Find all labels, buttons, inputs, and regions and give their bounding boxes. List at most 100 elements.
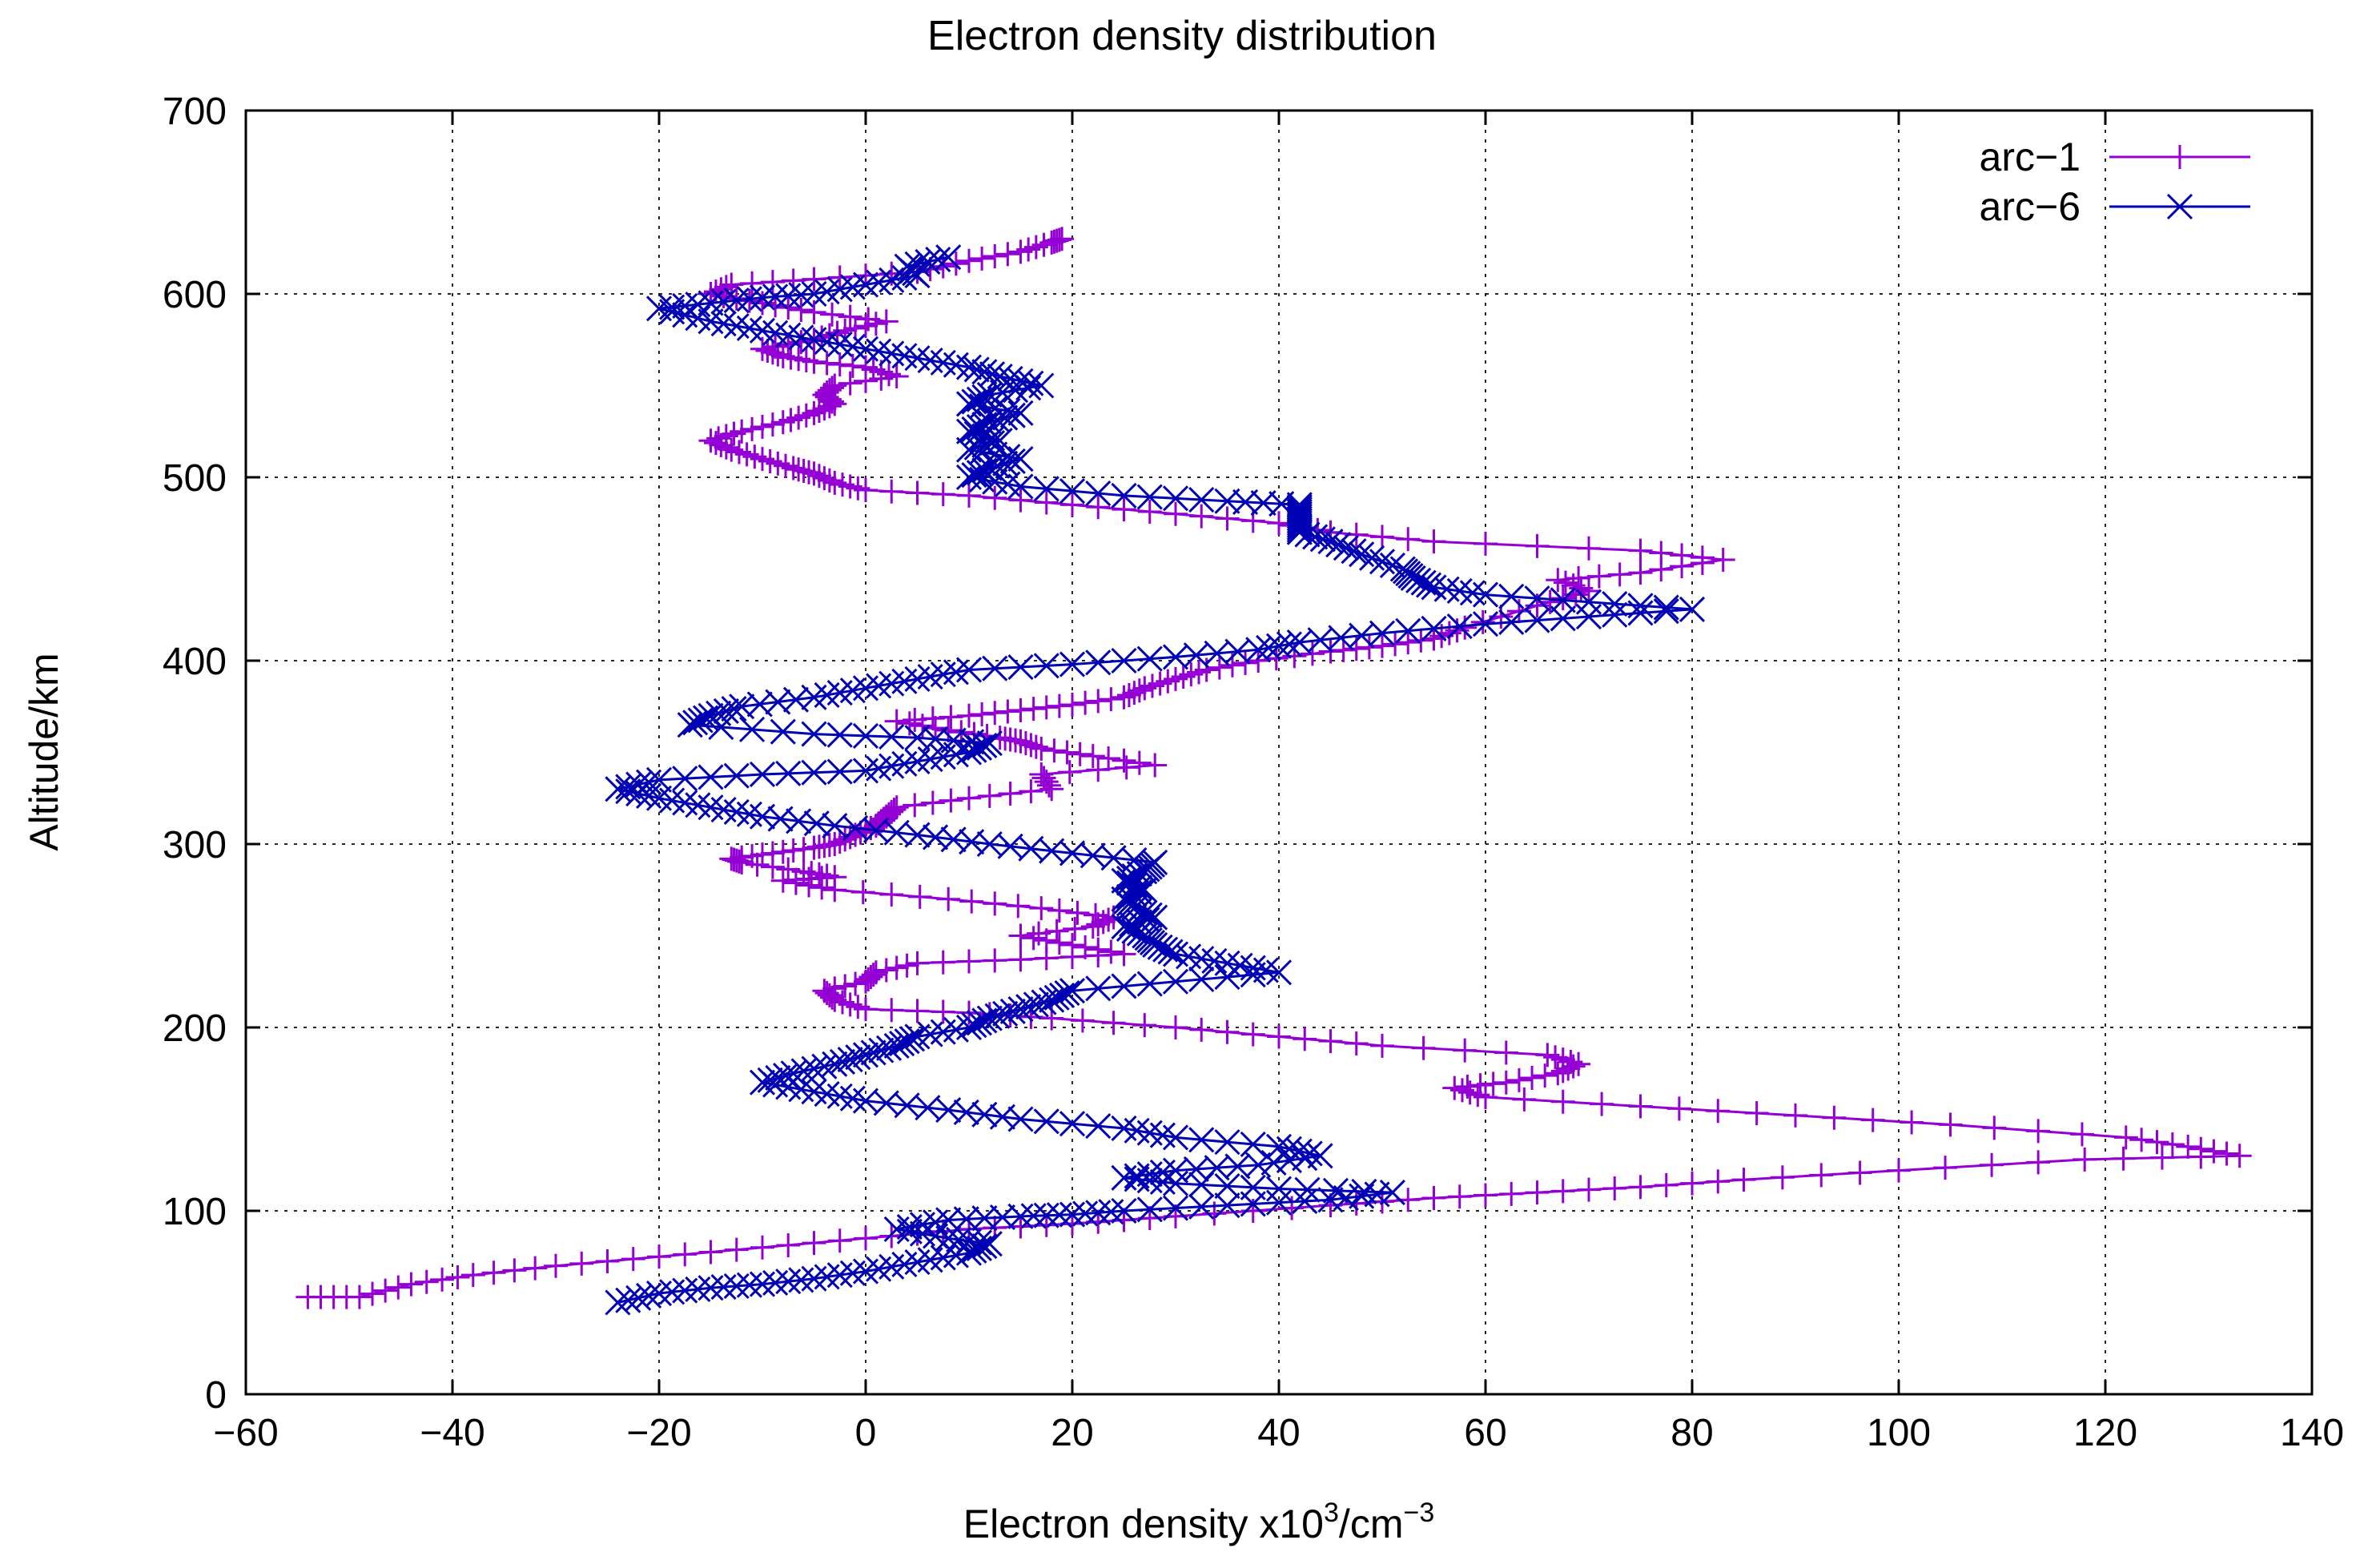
data-point [955,436,983,463]
data-point [1546,568,1570,593]
data-point [1550,586,1575,611]
data-point [1351,1178,1377,1205]
y-tick-label: 100 [163,1191,227,1233]
data-point [1245,1152,1272,1178]
data-point [884,709,909,734]
data-point [1286,498,1313,525]
data-point [1164,501,1188,526]
data-point [1276,1136,1302,1162]
data-point [1370,1033,1394,1058]
data-point [874,309,899,334]
data-point [2176,1134,2201,1159]
data-point [2069,1122,2094,1147]
x-tick-label: −40 [420,1412,484,1454]
data-point [1900,1110,1924,1135]
data-point [882,798,907,822]
data-point [765,1064,791,1092]
data-point [1297,1140,1323,1167]
data-point [1034,695,1059,720]
data-point [1112,685,1136,710]
data-point [730,419,754,444]
data-point [1079,842,1106,869]
data-point [1267,511,1291,536]
data-point [1021,697,1046,722]
data-point [1294,1176,1321,1203]
data-point [904,822,931,848]
series-layer [296,227,2252,1316]
data-point [1047,931,1071,955]
data-point [895,953,919,978]
data-point [1127,750,1152,775]
data-point [1550,1179,1575,1204]
data-point [995,242,1020,267]
data-point [1137,499,1162,524]
data-point [1628,538,1653,563]
data-point [736,1272,762,1298]
data-point [1550,605,1576,632]
data-point [1059,1201,1086,1228]
data-point [791,837,816,862]
data-point [569,1251,594,1276]
data-point [1060,932,1084,957]
data-point [685,1276,711,1302]
data-point [894,253,920,279]
legend-item: arc−6 [1980,184,2250,229]
x-axis-label-prefix: Electron density x10 [963,1502,1324,1546]
data-point [1349,541,1375,568]
data-point [1086,758,1111,782]
data-point [615,1287,641,1313]
data-point [1021,926,1046,951]
data-point [749,1271,776,1297]
x-tick-label: 40 [1257,1412,1300,1454]
data-point [1389,556,1416,582]
data-point [1370,633,1394,658]
data-point [2073,1147,2097,1172]
data-point [1111,1115,1137,1142]
data-point [1099,687,1124,712]
data-point [750,1235,774,1260]
data-point [703,279,728,304]
data-point [998,782,1023,806]
data-point [749,284,776,311]
data-point [854,1226,878,1251]
data-point [1309,526,1336,553]
data-point [1034,490,1059,515]
data-point [1240,1174,1266,1200]
data-point [595,1248,620,1273]
data-point [894,1092,920,1119]
data-point [997,365,1023,392]
data-point [1690,545,1715,570]
data-point [1099,939,1124,964]
data-point [957,483,981,508]
data-point [1300,641,1325,666]
data-point [1649,541,1674,565]
data-point [879,799,904,824]
data-point [837,1047,863,1073]
x-axis-label-exp1: 3 [1324,1498,1339,1528]
data-point [827,830,852,854]
legend-item: arc−1 [1980,135,2250,179]
legend-marker [2166,193,2193,220]
data-point [1982,1116,2007,1140]
data-point [710,1273,737,1301]
data-point [714,275,738,300]
data-point [822,373,847,398]
data-point [873,1090,899,1116]
data-point [2227,1144,2252,1168]
data-point [1059,978,1086,1004]
data-point [698,1240,723,1264]
data-point [920,706,945,731]
data-point [1506,1067,1531,1092]
data-point [1731,1168,1756,1192]
data-point [983,701,1007,726]
data-point [1286,503,1313,529]
data-point [1214,488,1240,514]
data-point [730,845,754,870]
x-axis-label: Electron density x103/cm−3 [963,1498,1434,1546]
data-point [1653,594,1679,621]
data-point [802,300,826,324]
data-point [645,766,673,793]
data-point [820,302,845,327]
data-point [788,282,814,308]
data-point [971,384,998,410]
